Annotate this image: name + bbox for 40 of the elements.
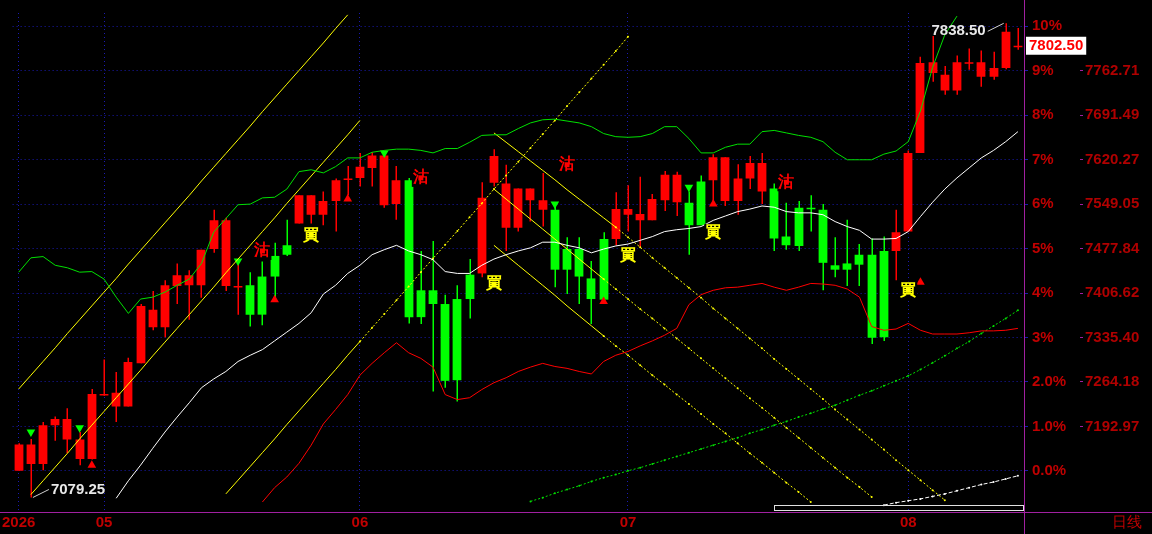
y2-tick-label: 9% [1032,60,1054,78]
point [343,194,353,202]
y2-tick-label: 10% [1032,16,1063,34]
y2-tick-label: 0.0% [1032,461,1067,479]
point [684,184,694,193]
annotation: 7838.50 [931,21,986,39]
text: 日线 [1112,513,1142,531]
y2-tick-label: 4% [1032,283,1054,301]
point [550,201,560,210]
line-series [530,309,1019,502]
y2-tick-label: 8% [1032,105,1054,123]
y-tick-label: 7549.05 [1085,194,1140,212]
y-tick-label: 7264.18 [1085,372,1140,390]
point [270,294,279,303]
y2-tick-label: 2.0% [1032,372,1067,390]
x-tick-label: 08 [899,513,917,531]
x-tick-label: 07 [619,513,637,531]
y2-tick-label: 5% [1032,238,1054,256]
x-tick-label: 2026 [2,513,36,531]
y-tick-label: 7691.49 [1085,105,1140,123]
x-tick-label: 06 [351,513,369,531]
y-tick-label: 7477.84 [1085,238,1140,256]
y-tick-label: 7406.62 [1085,283,1140,301]
y2-tick-label: 1.0% [1032,416,1067,434]
line-series [883,475,1019,506]
y-tick-label: 7192.97 [1085,416,1140,434]
y-tick-label: 7335.40 [1085,327,1140,345]
point [708,199,718,207]
y-tick-label: 7620.27 [1085,149,1140,167]
text: 7802.50 [1029,35,1084,53]
point [87,460,97,468]
y2-tick-label: 7% [1032,149,1054,167]
candlestick [428,240,438,392]
x-tick-label: 05 [95,513,113,531]
y2-tick-label: 6% [1032,194,1054,212]
y2-tick-label: 3% [1032,327,1054,345]
point [599,296,608,305]
point [916,277,925,285]
y-tick-label: 7762.71 [1085,60,1140,78]
annotation: 7079.25 [50,479,106,497]
